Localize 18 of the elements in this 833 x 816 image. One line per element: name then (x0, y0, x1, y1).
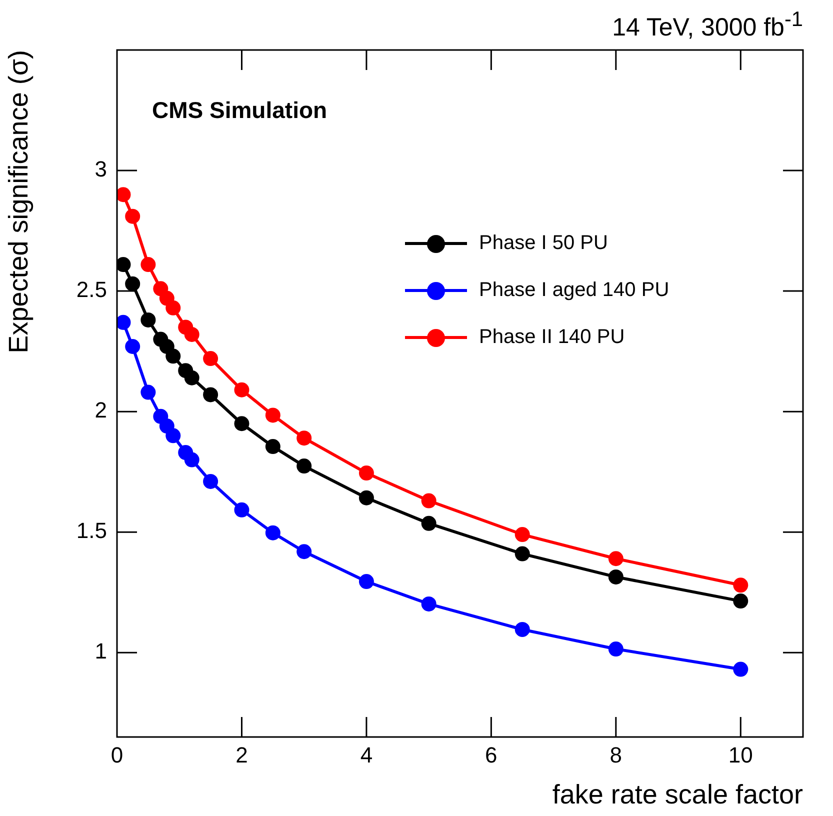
x-tick-label: 8 (610, 742, 622, 768)
x-tick-label: 6 (485, 742, 498, 768)
legend-label: Phase I aged 140 PU (479, 279, 670, 302)
y-axis-title: Expected significance (σ) (4, 50, 34, 354)
legend-label: Phase I 50 PU (479, 232, 608, 255)
x-tick-label: 2 (236, 742, 248, 768)
x-tick-label: 4 (360, 742, 373, 768)
y-tick-label: 1.5 (76, 518, 107, 544)
x-tick-label: 0 (110, 742, 124, 768)
y-tick-label: 2 (94, 398, 107, 423)
x-tick-label: 10 (728, 742, 753, 768)
y-tick-label: 1 (94, 638, 107, 664)
chart-title: 14 TeV, 3000 fb$^{-1}$ (612, 8, 803, 42)
legend-label: Phase II 140 PU (479, 326, 625, 349)
y-tick-label: 3 (94, 156, 107, 182)
y-tick-label: 2.5 (76, 277, 107, 302)
x-axis-title: fake rate scale factor (552, 779, 804, 810)
annotation: CMS Simulation (152, 97, 328, 124)
